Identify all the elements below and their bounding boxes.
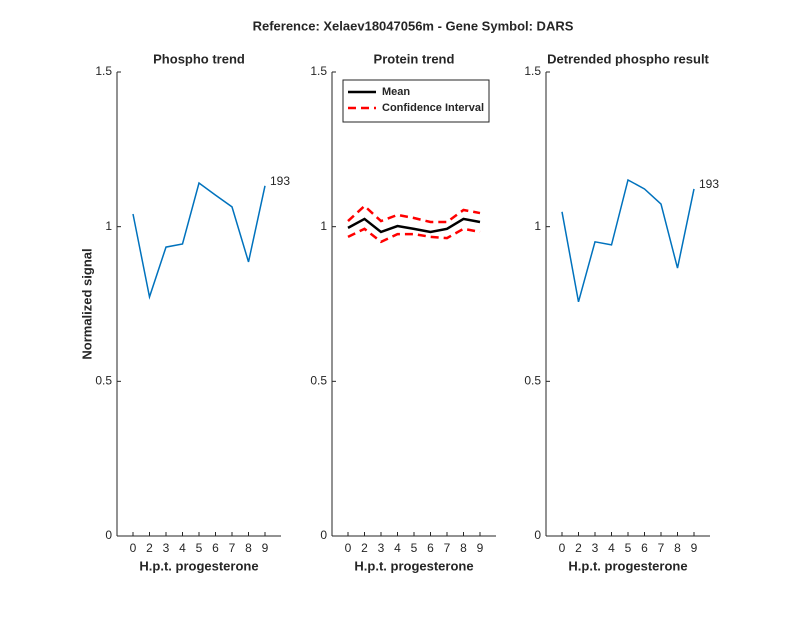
x-tick-label: 2 <box>575 541 582 555</box>
x-tick-label: 8 <box>245 541 252 555</box>
x-tick-label: 9 <box>262 541 269 555</box>
x-tick-label: 2 <box>361 541 368 555</box>
x-axis-label: H.p.t. progesterone <box>354 558 473 573</box>
y-tick-label: 1 <box>320 219 327 233</box>
x-tick-label: 0 <box>345 541 352 555</box>
x-tick-label: 5 <box>625 541 632 555</box>
legend-label: Mean <box>382 86 410 98</box>
legend-box <box>342 79 490 123</box>
x-tick-label: 0 <box>559 541 566 555</box>
x-tick-label: 4 <box>394 541 401 555</box>
x-tick-label: 3 <box>163 541 170 555</box>
x-tick-label: 6 <box>641 541 648 555</box>
series-line <box>132 181 266 300</box>
y-tick-label: 1.5 <box>310 64 327 78</box>
y-tick-label: 0 <box>534 528 541 542</box>
y-tick-label: 1.5 <box>524 64 541 78</box>
x-tick-label: 7 <box>444 541 451 555</box>
x-tick-label: 4 <box>608 541 615 555</box>
y-tick-label: 0.5 <box>524 374 541 388</box>
series-line <box>347 217 481 234</box>
y-tick-label: 1.5 <box>95 64 112 78</box>
series-line <box>347 204 481 224</box>
x-tick-label: 4 <box>179 541 186 555</box>
subplot-title: Detrended phospho result <box>547 51 709 66</box>
y-tick-label: 0 <box>320 528 327 542</box>
x-tick-label: 3 <box>378 541 385 555</box>
x-tick-label: 0 <box>130 541 137 555</box>
x-tick-label: 9 <box>477 541 484 555</box>
y-tick-label: 1 <box>105 219 112 233</box>
legend-label: Confidence Interval <box>382 102 484 114</box>
y-tick-label: 0 <box>105 528 112 542</box>
figure-title: Reference: Xelaev18047056m - Gene Symbol… <box>253 18 574 33</box>
subplot-title: Phospho trend <box>153 51 245 66</box>
x-tick-label: 5 <box>196 541 203 555</box>
subplot-title: Protein trend <box>374 51 455 66</box>
y-tick-label: 0.5 <box>95 374 112 388</box>
annotation: 193 <box>699 177 719 191</box>
x-tick-label: 9 <box>691 541 698 555</box>
x-tick-label: 7 <box>658 541 665 555</box>
x-tick-label: 5 <box>411 541 418 555</box>
x-tick-label: 8 <box>674 541 681 555</box>
x-axis-label: H.p.t. progesterone <box>139 558 258 573</box>
y-tick-label: 1 <box>534 219 541 233</box>
y-tick-label: 0.5 <box>310 374 327 388</box>
x-tick-label: 6 <box>212 541 219 555</box>
x-tick-label: 3 <box>592 541 599 555</box>
x-axis-label: H.p.t. progesterone <box>568 558 687 573</box>
x-tick-label: 6 <box>427 541 434 555</box>
series-line <box>347 227 481 244</box>
x-tick-label: 2 <box>146 541 153 555</box>
x-tick-label: 8 <box>460 541 467 555</box>
y-axis-label: Normalized signal <box>79 248 94 359</box>
annotation: 193 <box>270 174 290 188</box>
x-tick-label: 7 <box>229 541 236 555</box>
series-line <box>561 178 695 303</box>
